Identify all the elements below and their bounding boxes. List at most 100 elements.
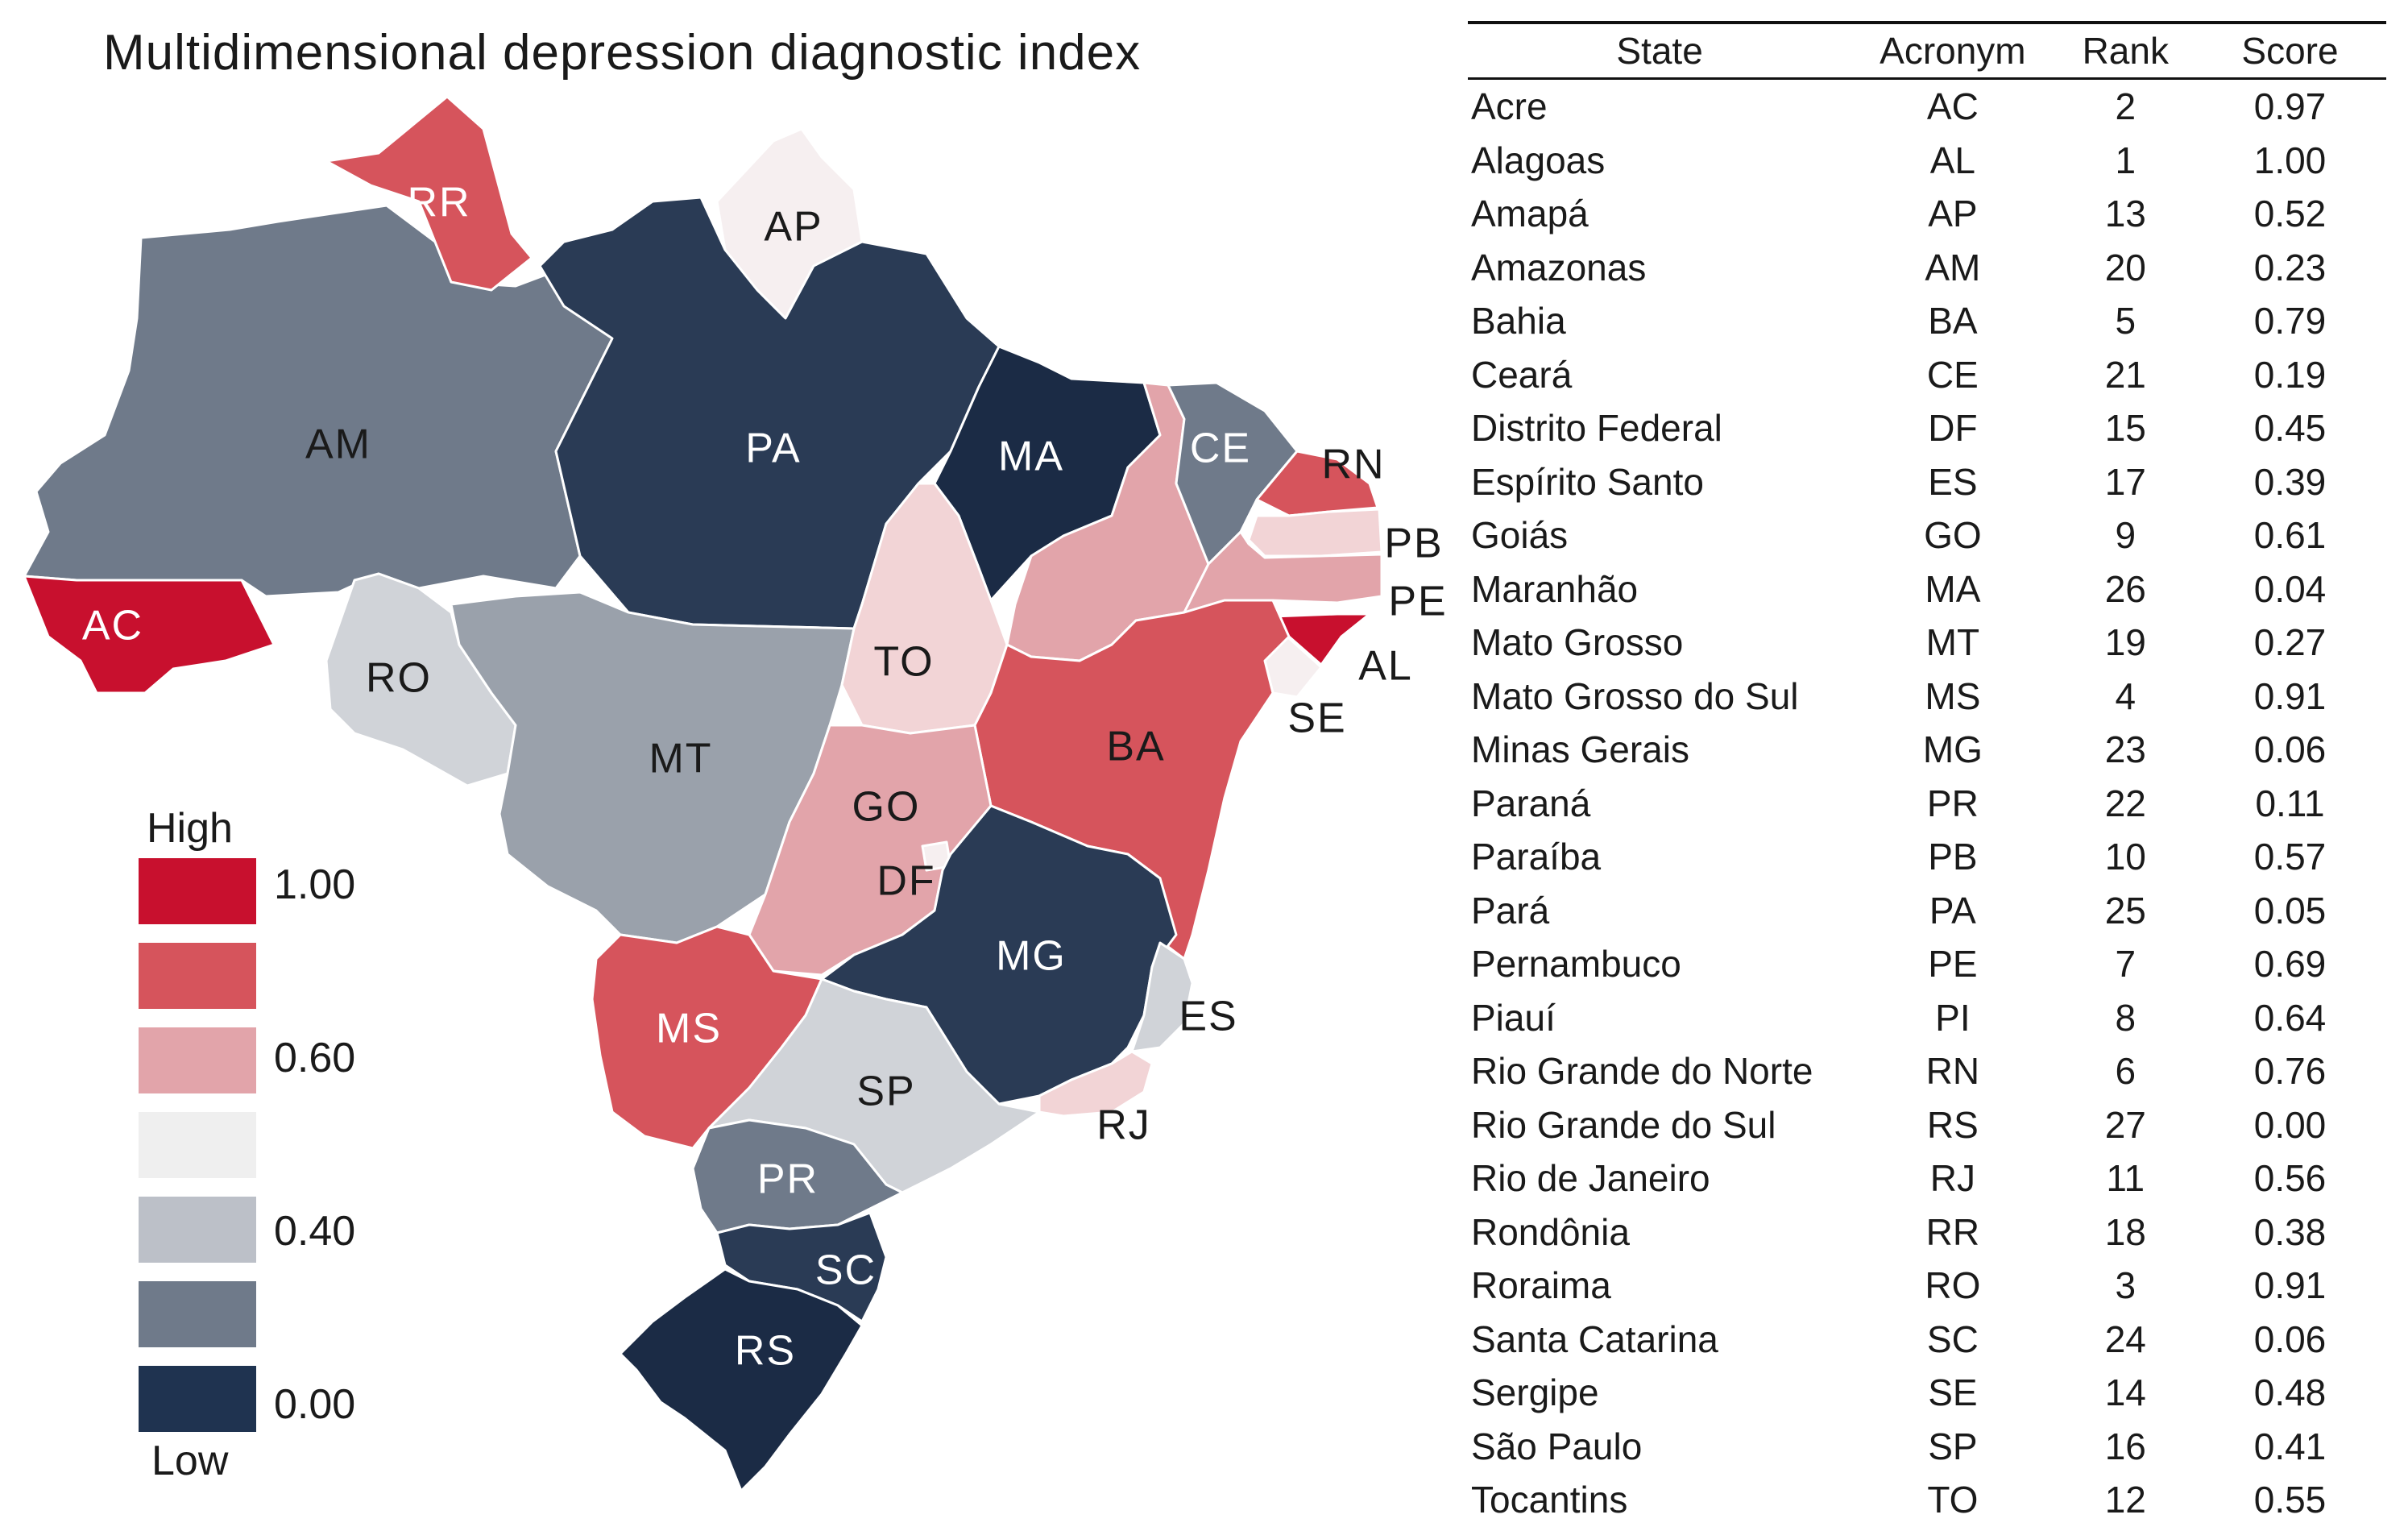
cell-acronym: SP	[1928, 1425, 1978, 1467]
cell-acronym: CE	[1926, 353, 1979, 396]
cell-state: Ceará	[1471, 353, 1573, 396]
cell-rank: 14	[2104, 1371, 2146, 1414]
table-row: Espírito Santo ES 17 0.39	[1468, 455, 2386, 509]
map-label-am: AM	[305, 421, 371, 468]
cell-state: Mato Grosso	[1471, 621, 1684, 664]
cell-acronym: PR	[1926, 782, 1979, 824]
map-label-es: ES	[1179, 994, 1237, 1040]
cell-rank: 1	[2115, 139, 2137, 181]
map-label-pb: PB	[1384, 521, 1443, 567]
table-row: Rio Grande do Norte RN 6 0.76	[1468, 1044, 2386, 1098]
cell-state: Sergipe	[1471, 1371, 1599, 1414]
header-acronym: Acronym	[1880, 30, 2026, 72]
table-row: Alagoas AL 1 1.00	[1468, 134, 2386, 188]
cell-score: 0.23	[2253, 246, 2327, 288]
table-row: Bahia BA 5 0.79	[1468, 294, 2386, 348]
legend-swatch-4	[139, 1112, 256, 1178]
legend-swatch-7	[139, 1366, 256, 1432]
map-label-ac: AC	[82, 603, 143, 649]
cell-acronym: AC	[1926, 85, 1979, 128]
state-shapes	[23, 95, 1383, 1492]
header-state: State	[1616, 30, 1703, 72]
table-header-row: State Acronym Rank Score	[1468, 23, 2386, 79]
legend-tick-1: 1.00	[274, 861, 355, 908]
cell-rank: 16	[2104, 1425, 2146, 1467]
map-label-ba: BA	[1106, 724, 1165, 770]
table-row: Tocantins TO 12 0.55	[1468, 1473, 2386, 1527]
state-shape-pr	[691, 1118, 904, 1234]
cell-score: 0.76	[2253, 1050, 2327, 1093]
cell-state: Rio Grande do Norte	[1471, 1050, 1813, 1093]
cell-rank: 21	[2104, 353, 2146, 396]
cell-score: 0.27	[2253, 621, 2327, 664]
state-shape-rj	[1038, 1050, 1154, 1118]
map-label-sc: SC	[815, 1247, 877, 1294]
cell-score: 0.06	[2253, 1317, 2327, 1360]
cell-rank: 24	[2104, 1317, 2146, 1360]
cell-state: Rio de Janeiro	[1471, 1157, 1710, 1200]
cell-acronym: MS	[1925, 674, 1981, 717]
state-shape-rr	[325, 95, 533, 292]
cell-acronym: AL	[1929, 139, 1976, 181]
map-label-go: GO	[852, 784, 921, 831]
cell-score: 0.41	[2253, 1425, 2327, 1467]
legend-low-label: Low	[151, 1438, 229, 1484]
cell-rank: 3	[2115, 1264, 2137, 1307]
cell-score: 0.57	[2253, 836, 2327, 878]
cell-score: 0.91	[2253, 1264, 2327, 1307]
cell-rank: 15	[2104, 407, 2146, 450]
map-label-ap: AP	[764, 204, 823, 251]
cell-score: 0.48	[2253, 1371, 2327, 1414]
header-score: Score	[2241, 30, 2339, 72]
cell-score: 0.06	[2253, 728, 2327, 771]
legend-swatch-5	[139, 1197, 256, 1263]
cell-state: Bahia	[1471, 300, 1566, 342]
cell-rank: 6	[2115, 1050, 2137, 1093]
cell-state: Roraima	[1471, 1264, 1611, 1307]
map-label-pr: PR	[757, 1156, 819, 1203]
cell-acronym: ES	[1928, 460, 1978, 503]
table-row: Amapá AP 13 0.52	[1468, 187, 2386, 241]
cell-score: 0.39	[2253, 460, 2327, 503]
table-row: Rondônia RR 18 0.38	[1468, 1205, 2386, 1259]
map-label-rs: RS	[735, 1328, 796, 1375]
cell-rank: 22	[2104, 782, 2146, 824]
cell-rank: 19	[2104, 621, 2146, 664]
cell-state: Minas Gerais	[1471, 728, 1689, 771]
cell-acronym: GO	[1924, 514, 1982, 557]
map-label-pa: PA	[745, 425, 802, 472]
cell-state: Rondônia	[1471, 1210, 1630, 1253]
cell-rank: 2	[2115, 85, 2137, 128]
legend-tick-2: 0.60	[274, 1035, 355, 1081]
legend-swatch-6	[139, 1281, 256, 1347]
table-row: Paraná PR 22 0.11	[1468, 777, 2386, 831]
cell-acronym: SE	[1928, 1371, 1978, 1414]
cell-state: Amapá	[1471, 193, 1589, 235]
cell-rank: 27	[2104, 1103, 2146, 1146]
table-row: Pará PA 25 0.05	[1468, 884, 2386, 938]
cell-acronym: MA	[1925, 567, 1981, 610]
cell-acronym: MG	[1922, 728, 1983, 771]
table-row: Mato Grosso MT 19 0.27	[1468, 616, 2386, 670]
cell-acronym: MT	[1925, 621, 1980, 664]
cell-rank: 23	[2104, 728, 2146, 771]
header-rank: Rank	[2082, 30, 2169, 72]
table-row: Ceará CE 21 0.19	[1468, 348, 2386, 402]
cell-state: Goiás	[1471, 514, 1569, 557]
cell-state: Maranhão	[1471, 567, 1639, 610]
cell-score: 0.04	[2253, 567, 2327, 610]
table-row: Distrito Federal DF 15 0.45	[1468, 401, 2386, 455]
map-label-ms: MS	[656, 1006, 722, 1052]
legend: High 1.00 0.60 0.40 0.00 Low	[139, 805, 355, 1484]
cell-score: 0.52	[2253, 193, 2327, 235]
cell-rank: 20	[2104, 246, 2146, 288]
cell-state: Amazonas	[1471, 246, 1647, 288]
cell-acronym: RJ	[1929, 1157, 1975, 1200]
map-label-ma: MA	[998, 434, 1064, 480]
cell-acronym: RR	[1925, 1210, 1980, 1253]
state-shape-rs	[619, 1268, 864, 1492]
cell-score: 0.05	[2253, 889, 2327, 932]
legend-high-label: High	[147, 805, 233, 852]
map-label-al: AL	[1358, 643, 1413, 690]
cell-score: 0.64	[2253, 996, 2327, 1039]
